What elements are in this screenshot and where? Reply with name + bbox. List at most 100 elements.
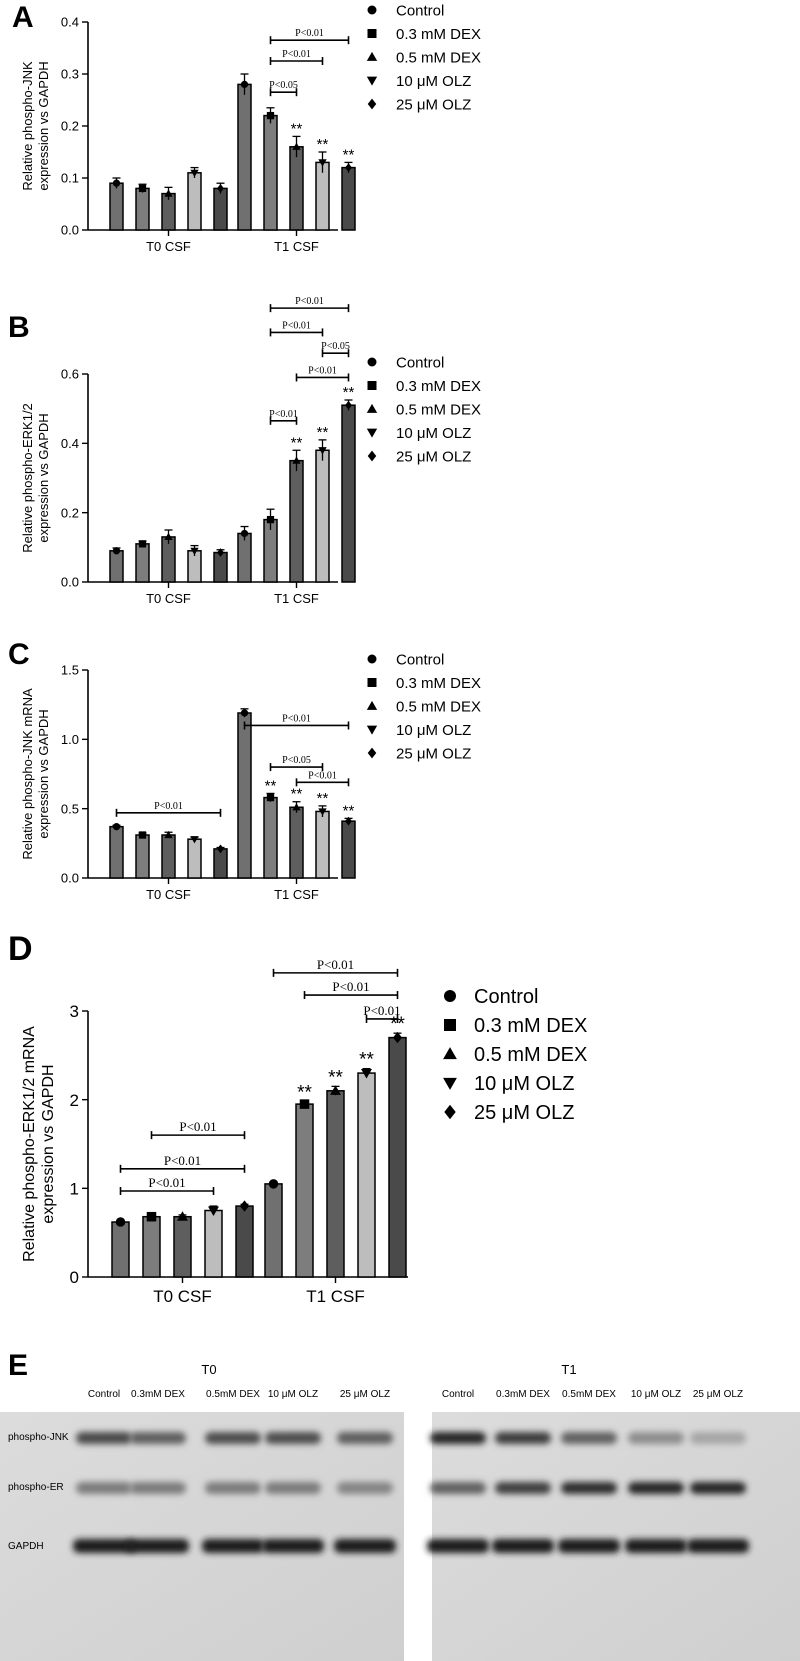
p-value-label: P<0.01 bbox=[269, 409, 298, 420]
bar bbox=[315, 449, 330, 583]
legend-circle-marker bbox=[444, 990, 456, 1002]
p-value-label: P<0.01 bbox=[295, 28, 324, 39]
bar bbox=[264, 1183, 283, 1278]
legend-entry: Control bbox=[474, 986, 538, 1008]
significance-stars: ** bbox=[317, 424, 329, 441]
blot-band-gapdh bbox=[625, 1539, 687, 1553]
data-triangle-down-marker bbox=[318, 808, 327, 816]
data-triangle-down-marker bbox=[318, 447, 327, 455]
blot-band-gapdh bbox=[558, 1539, 620, 1553]
blot-band-gapdh bbox=[262, 1539, 324, 1553]
y-tick-label: 0.0 bbox=[61, 575, 79, 590]
blot-lane-label: 0.3mM DEX bbox=[131, 1389, 185, 1400]
x-tick-label: T1 CSF bbox=[306, 1287, 365, 1306]
p-value-label: P<0.01 bbox=[308, 770, 337, 781]
bar bbox=[135, 834, 150, 879]
p-value-label: P<0.05 bbox=[282, 755, 311, 766]
y-axis-label: Relative phospho-JNK bbox=[20, 61, 35, 191]
blot-band-gapdh bbox=[687, 1539, 749, 1553]
y-axis-label: Relative phospho-ERK1/2 bbox=[20, 403, 35, 553]
data-triangle-up-marker bbox=[292, 456, 301, 464]
data-square-marker bbox=[266, 793, 275, 802]
legend-diamond-marker bbox=[367, 747, 377, 759]
y-tick-label: 0.2 bbox=[61, 119, 79, 134]
bar bbox=[341, 404, 356, 583]
bar bbox=[289, 146, 304, 231]
x-tick-label: T1 CSF bbox=[274, 591, 319, 606]
legend-diamond-marker bbox=[444, 1104, 456, 1120]
y-axis-label: expression vs GAPDH bbox=[36, 61, 51, 190]
p-value-label: P<0.01 bbox=[282, 49, 311, 60]
p-value-label: P<0.01 bbox=[308, 365, 337, 376]
data-triangle-down-marker bbox=[361, 1069, 372, 1079]
data-diamond-marker bbox=[345, 163, 352, 172]
significance-stars: ** bbox=[343, 802, 355, 819]
data-triangle-up-marker bbox=[164, 189, 173, 197]
data-triangle-up-marker bbox=[164, 830, 173, 839]
blot-band-gapdh bbox=[73, 1539, 135, 1553]
significance-stars: ** bbox=[343, 146, 355, 163]
bar bbox=[326, 1090, 345, 1278]
blot-band-erk bbox=[130, 1482, 186, 1494]
data-diamond-marker bbox=[345, 400, 352, 410]
data-triangle-up-marker bbox=[292, 142, 301, 150]
blot-row-label: GAPDH bbox=[8, 1541, 44, 1552]
bar bbox=[187, 172, 202, 231]
blot-band-erk bbox=[628, 1482, 684, 1494]
panel-d: D Relative phospho-ERK1/2 mRNA expression … bbox=[8, 930, 587, 1306]
blot-band-jnk bbox=[76, 1432, 132, 1444]
blot-band-erk bbox=[265, 1482, 321, 1494]
blot-band-erk bbox=[561, 1482, 617, 1494]
bar bbox=[263, 796, 278, 879]
x-tick-label: T0 CSF bbox=[146, 591, 191, 606]
x-tick-label: T1 CSF bbox=[274, 239, 319, 254]
legend-square-marker bbox=[367, 29, 377, 38]
legend-circle-marker bbox=[367, 5, 377, 15]
data-square-marker bbox=[299, 1099, 310, 1109]
blot-band-gapdh bbox=[202, 1539, 264, 1553]
data-circle-marker bbox=[240, 529, 249, 538]
data-circle-marker bbox=[112, 823, 121, 831]
legend-entry: 0.5 mM DEX bbox=[396, 49, 481, 66]
data-diamond-marker bbox=[345, 816, 352, 826]
bar bbox=[315, 810, 330, 879]
y-axis-label: expression vs GAPDH bbox=[40, 1064, 57, 1223]
blot-lane-label: 0.5mM DEX bbox=[562, 1389, 616, 1400]
y-tick-label: 1.0 bbox=[61, 732, 79, 747]
bar bbox=[161, 834, 176, 879]
blot-group-title: T0 bbox=[201, 1362, 216, 1377]
bar bbox=[341, 820, 356, 879]
blot-lane-label: 0.5mM DEX bbox=[206, 1389, 260, 1400]
significance-stars: ** bbox=[317, 136, 329, 153]
legend-triangle-up-marker bbox=[366, 51, 378, 61]
legend: Control 0.3 mM DEX 0.5 mM DEX 10 μM OLZ 25 μ… bbox=[366, 354, 481, 465]
data-diamond-marker bbox=[239, 1200, 250, 1212]
legend-entry: Control bbox=[396, 354, 444, 371]
y-tick-label: 0.1 bbox=[61, 171, 79, 186]
y-axis-label: expression vs GAPDH bbox=[36, 709, 51, 838]
data-triangle-down-marker bbox=[190, 547, 199, 555]
legend-triangle-up-marker bbox=[366, 403, 378, 413]
panel-letter: E bbox=[8, 1349, 28, 1382]
data-diamond-marker bbox=[217, 184, 224, 193]
legend: Control 0.3 mM DEX 0.5 mM DEX 10 μM OLZ 25 μ… bbox=[366, 651, 481, 762]
legend-entry: 0.5 mM DEX bbox=[474, 1044, 587, 1066]
data-circle-marker bbox=[115, 1217, 126, 1227]
significance-stars: ** bbox=[328, 1067, 343, 1088]
bar bbox=[109, 825, 124, 879]
y-tick-label: 0.4 bbox=[61, 15, 79, 30]
legend: Control 0.3 mM DEX 0.5 mM DEX 10 μM OLZ 25 μ… bbox=[443, 986, 587, 1124]
y-tick-label: 1 bbox=[70, 1179, 79, 1198]
legend-square-marker bbox=[367, 381, 377, 390]
legend-entry: 0.3 mM DEX bbox=[396, 675, 481, 692]
bar bbox=[111, 1221, 130, 1278]
legend-triangle-up-marker bbox=[366, 700, 378, 710]
y-axis-label: Relative phospho-ERK1/2 mRNA bbox=[21, 1026, 38, 1262]
y-axis-label: expression vs GAPDH bbox=[36, 413, 51, 542]
blot-band-jnk bbox=[130, 1432, 186, 1444]
blot-lane-label: 10 μM OLZ bbox=[268, 1389, 318, 1400]
legend-triangle-down-marker bbox=[366, 428, 378, 438]
bar bbox=[109, 550, 124, 583]
y-tick-label: 0.5 bbox=[61, 801, 79, 816]
